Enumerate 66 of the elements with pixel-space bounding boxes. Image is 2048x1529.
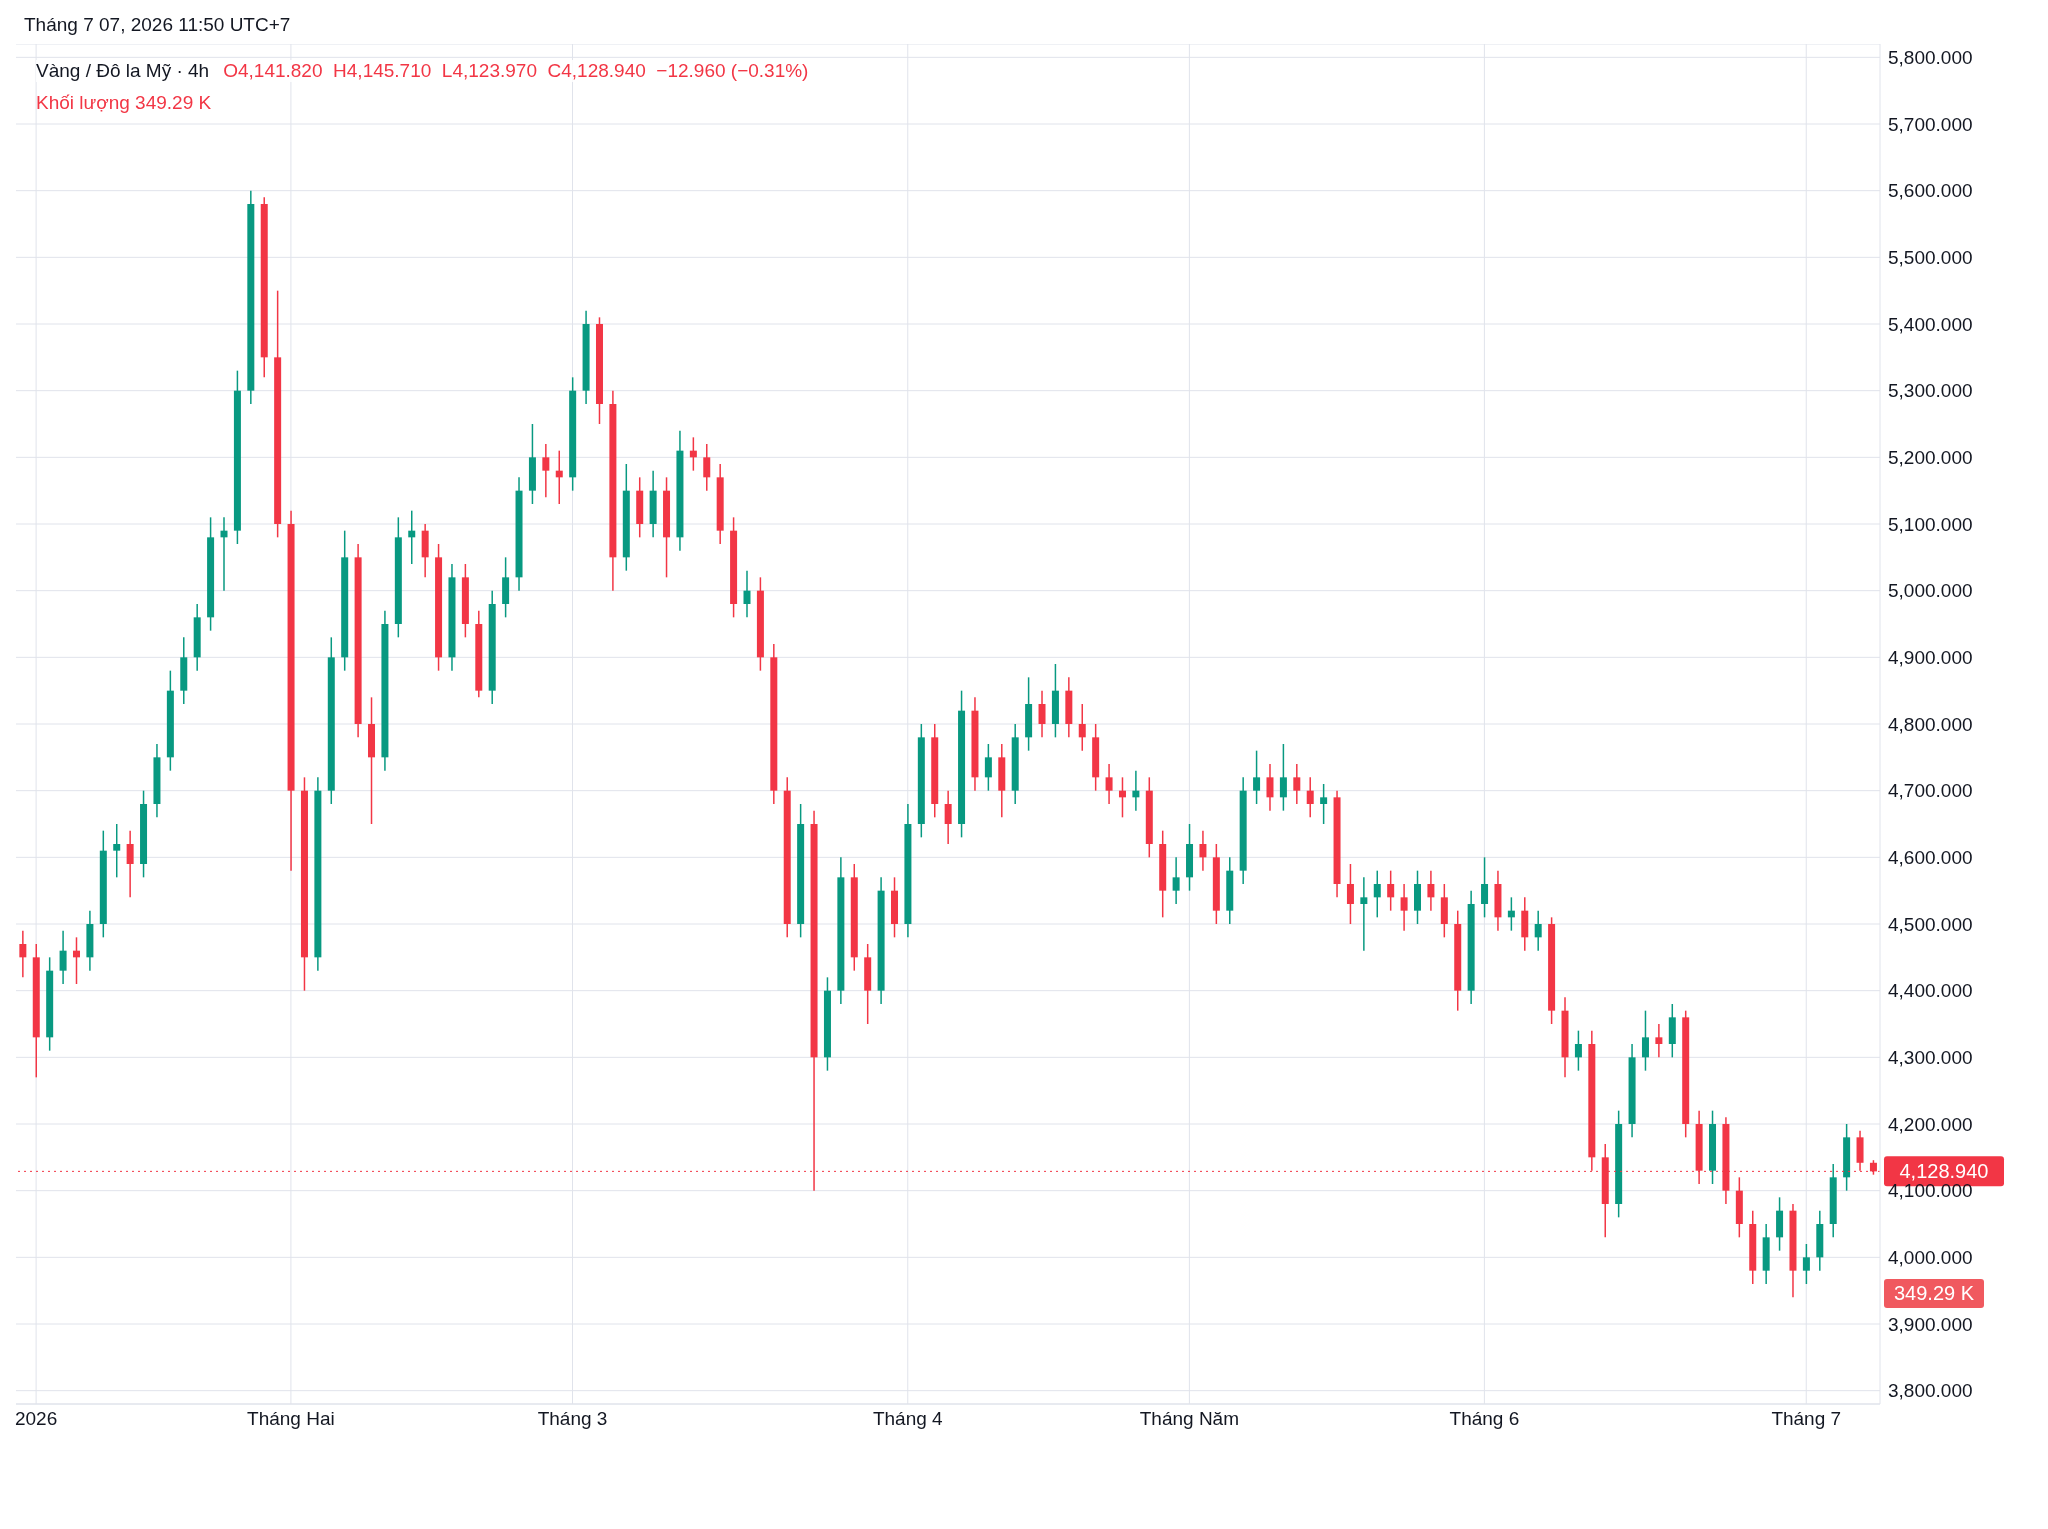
x-tick-label: Tháng 3	[537, 1408, 608, 1430]
candlestick	[19, 929, 27, 979]
y-tick-label: 4,200.000	[1888, 1113, 1973, 1135]
text: Tháng 7 07, 2026 11:50 UTC+7	[24, 14, 291, 36]
x-tick-label: Tháng Năm	[1139, 1408, 1240, 1430]
y-tick-label: 4,700.000	[1888, 780, 1973, 802]
y-tick-label: 5,700.000	[1888, 113, 1973, 135]
candlestick	[1199, 829, 1207, 872]
candlestick	[1172, 856, 1180, 905]
candlestick	[126, 829, 134, 899]
candlestick	[1078, 703, 1086, 752]
y-tick-label: 5,400.000	[1888, 313, 1973, 335]
annotation: Khối lượng 349.29 K	[36, 92, 212, 114]
candlestick	[1038, 689, 1046, 739]
candlestick	[1574, 1029, 1582, 1072]
candlestick	[1279, 743, 1287, 812]
y-tick-label: 5,800.000	[1888, 47, 1973, 69]
y-tick-label: 5,200.000	[1888, 447, 1973, 469]
candlestick	[1387, 869, 1395, 912]
y-tick-label: 4,500.000	[1888, 913, 1973, 935]
y-tick-label: 4,000.000	[1888, 1247, 1973, 1269]
y-tick-label: 4,400.000	[1888, 980, 1973, 1002]
candlestick	[1306, 776, 1314, 819]
candlestick	[1481, 856, 1489, 919]
candlestick	[1253, 749, 1261, 805]
y-tick-label: 3,900.000	[1888, 1313, 1973, 1335]
x-tick-label: Tháng Hai	[247, 1408, 335, 1430]
x-tick-label: Tháng 6	[1449, 1408, 1520, 1430]
candlestick	[1320, 783, 1328, 825]
y-tick-label: 4,800.000	[1888, 713, 1973, 735]
candlestick	[1427, 869, 1435, 912]
candlestick	[1641, 1009, 1649, 1072]
candlestick	[743, 569, 751, 619]
x-tick-label: 2026	[14, 1408, 58, 1430]
candlestick	[703, 443, 711, 492]
y-tick-label: 5,100.000	[1888, 513, 1973, 535]
y-tick-label: 4,600.000	[1888, 847, 1973, 869]
candlestick	[1400, 883, 1408, 932]
y-tick-label: 5,000.000	[1888, 580, 1973, 602]
y-tick-label: 4,900.000	[1888, 647, 1973, 669]
candlestick	[542, 443, 550, 499]
volume-badge: 349.29 K	[1884, 1279, 1985, 1308]
candlestick	[113, 823, 121, 879]
y-tick-label: 4,300.000	[1888, 1047, 1973, 1069]
y-tick-label: 4,100.000	[1888, 1180, 1973, 1202]
candlestick	[944, 789, 952, 845]
candlestick	[1534, 909, 1542, 952]
y-tick-label: 5,600.000	[1888, 180, 1973, 202]
ref-line-label: 4,128.940	[1899, 1160, 1989, 1183]
candlestick	[1266, 763, 1274, 812]
candlestick	[1802, 1243, 1810, 1285]
candlestick	[1293, 763, 1301, 805]
candlestick	[1105, 763, 1113, 805]
candlestick	[1655, 1023, 1663, 1059]
y-tick-label: 3,800.000	[1888, 1380, 1973, 1402]
candlestick	[984, 743, 992, 792]
candlestick	[1360, 876, 1368, 952]
y-tick-label: 5,300.000	[1888, 380, 1973, 402]
y-tick-label: 5,500.000	[1888, 247, 1973, 269]
x-tick-label: Tháng 7	[1771, 1408, 1842, 1430]
annotation: O4,141.820 H4,145.710 L4,123.970 C4,128.940 −12.960 (−0.31%)	[223, 60, 809, 81]
candlestick	[59, 929, 67, 985]
candlestick	[1373, 869, 1381, 919]
x-tick-label: Tháng 4	[872, 1408, 944, 1430]
text: Vàng / Đô la Mỹ · 4h	[36, 60, 210, 81]
candlestick	[1346, 863, 1354, 925]
